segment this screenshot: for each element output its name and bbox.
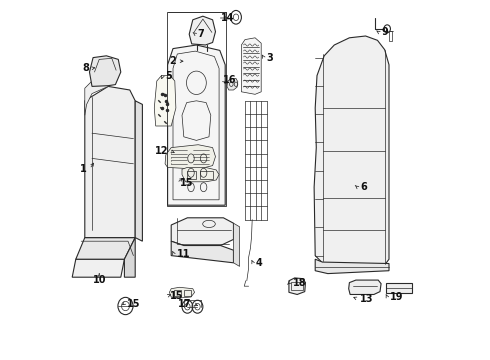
Bar: [386, 283, 412, 293]
Polygon shape: [189, 16, 216, 45]
Text: 8: 8: [82, 63, 89, 73]
Polygon shape: [85, 78, 108, 115]
Polygon shape: [170, 287, 195, 298]
Text: 14: 14: [220, 13, 234, 23]
Polygon shape: [233, 223, 240, 266]
Text: 9: 9: [381, 27, 388, 37]
Polygon shape: [171, 218, 233, 246]
Text: 16: 16: [222, 75, 236, 85]
Text: 15: 15: [179, 178, 193, 188]
Text: 12: 12: [155, 146, 169, 156]
Bar: [174, 290, 181, 296]
Bar: [167, 12, 226, 206]
Polygon shape: [171, 241, 233, 263]
Polygon shape: [72, 259, 124, 277]
Text: 2: 2: [169, 56, 176, 66]
Text: 5: 5: [165, 71, 172, 81]
Polygon shape: [90, 56, 121, 86]
Polygon shape: [85, 86, 135, 238]
Bar: [291, 282, 303, 290]
Text: 6: 6: [360, 182, 367, 192]
Polygon shape: [315, 259, 389, 274]
Polygon shape: [124, 238, 135, 277]
Text: 11: 11: [176, 249, 190, 259]
Polygon shape: [242, 38, 261, 94]
Text: 15: 15: [170, 291, 184, 301]
Text: 13: 13: [360, 294, 374, 304]
Text: 19: 19: [390, 292, 403, 302]
Polygon shape: [227, 78, 238, 90]
Text: 15: 15: [127, 299, 141, 309]
Polygon shape: [289, 278, 305, 294]
Polygon shape: [76, 238, 135, 259]
Bar: [184, 290, 191, 296]
Polygon shape: [154, 76, 176, 126]
Bar: [389, 31, 392, 41]
Polygon shape: [165, 145, 216, 169]
Bar: [187, 171, 196, 179]
Text: 7: 7: [197, 29, 204, 39]
Polygon shape: [182, 167, 219, 182]
Polygon shape: [135, 101, 143, 241]
Text: 18: 18: [293, 278, 306, 288]
Text: 1: 1: [80, 164, 87, 174]
Polygon shape: [349, 280, 381, 294]
Polygon shape: [168, 45, 225, 205]
Text: 3: 3: [266, 53, 272, 63]
Ellipse shape: [187, 71, 206, 94]
Text: 10: 10: [93, 275, 106, 285]
Bar: [200, 171, 213, 179]
Polygon shape: [314, 36, 389, 271]
Text: 4: 4: [256, 258, 263, 268]
Text: 17: 17: [178, 299, 192, 309]
